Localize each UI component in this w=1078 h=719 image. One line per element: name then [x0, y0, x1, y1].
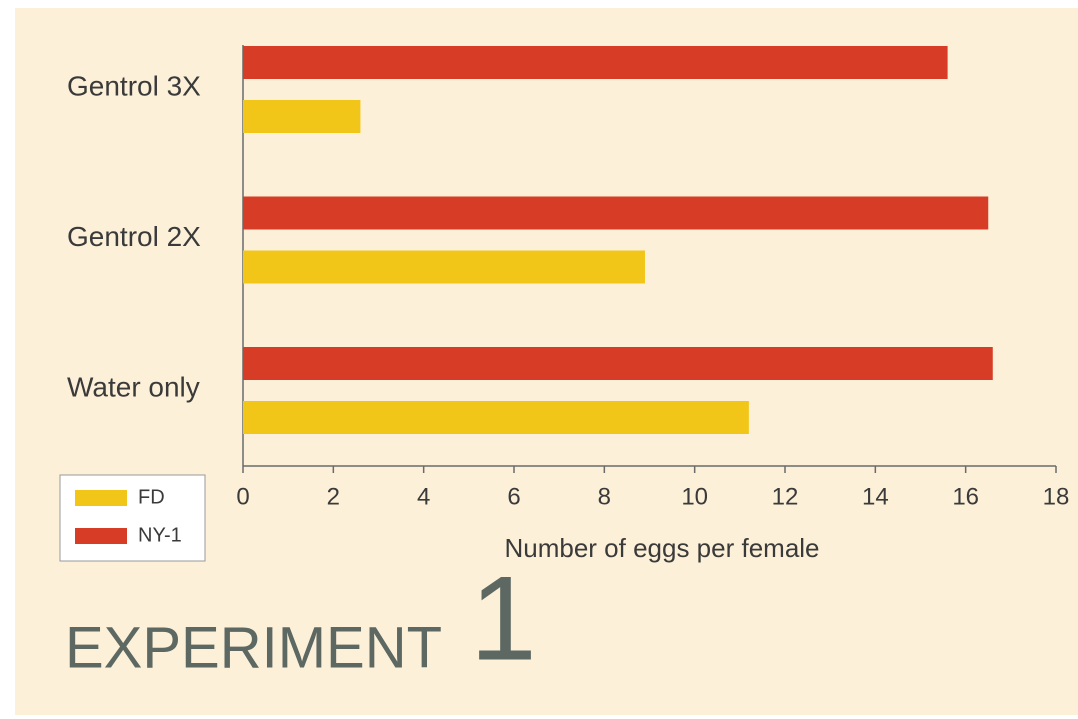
- bar: [243, 401, 749, 434]
- legend-swatch: [75, 490, 127, 506]
- x-tick-label: 4: [417, 483, 430, 510]
- y-tick-label: Gentrol 3X: [67, 70, 201, 101]
- legend-label: FD: [138, 486, 165, 508]
- bar: [243, 46, 948, 79]
- x-axis-label: Number of eggs per female: [504, 533, 819, 563]
- legend-label: NY-1: [138, 524, 182, 546]
- y-tick-label: Gentrol 2X: [67, 221, 201, 252]
- bar: [243, 250, 645, 284]
- legend-swatch: [75, 528, 127, 544]
- x-tick-label: 8: [598, 483, 611, 510]
- x-tick-label: 18: [1043, 483, 1070, 510]
- chart-title: EXPERIMENT: [65, 615, 442, 680]
- bar: [243, 347, 993, 380]
- legend-box: [59, 474, 206, 562]
- bar: [243, 196, 989, 230]
- x-tick-label: 6: [507, 483, 520, 510]
- annotation: 1: [470, 552, 537, 686]
- x-tick-label: 14: [862, 483, 889, 510]
- x-tick-label: 16: [952, 483, 979, 510]
- x-tick-label: 2: [327, 483, 340, 510]
- x-tick-label: 0: [236, 483, 249, 510]
- bar: [243, 100, 361, 133]
- y-tick-label: Water only: [67, 371, 200, 402]
- x-tick-label: 12: [772, 483, 799, 510]
- x-tick-label: 10: [681, 483, 708, 510]
